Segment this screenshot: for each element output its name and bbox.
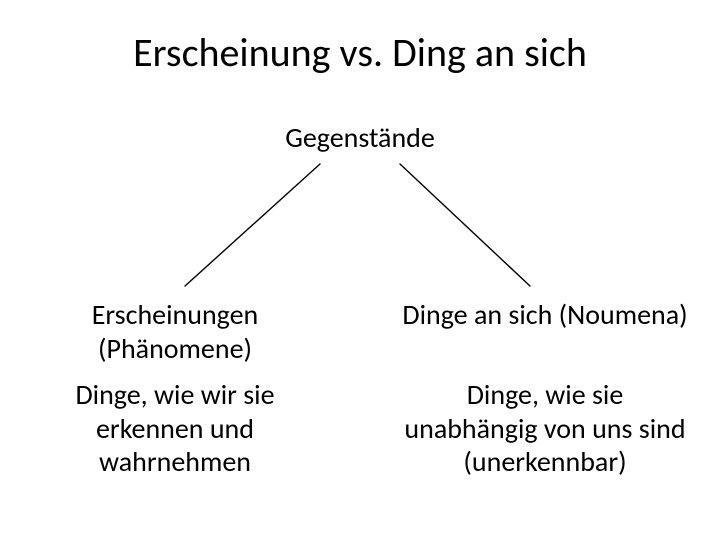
tree-branches [0,160,720,290]
leaf-label-right: Dinge an sich (Noumena) [400,298,690,332]
slide-title: Erscheinung vs. Ding an sich [0,28,720,77]
branch-line-left [185,164,320,286]
branch-line-right [400,164,530,286]
tree-root-label: Gegenstände [0,120,720,155]
leaf-description-right: Dinge, wie sie unabhängig von uns sind (… [400,378,690,479]
slide: Erscheinung vs. Ding an sich Gegenstände… [0,0,720,540]
leaf-label-left: Erscheinungen (Phänomene) [30,298,320,365]
leaf-description-left: Dinge, wie wir sie erkennen und wahrnehm… [30,378,320,479]
